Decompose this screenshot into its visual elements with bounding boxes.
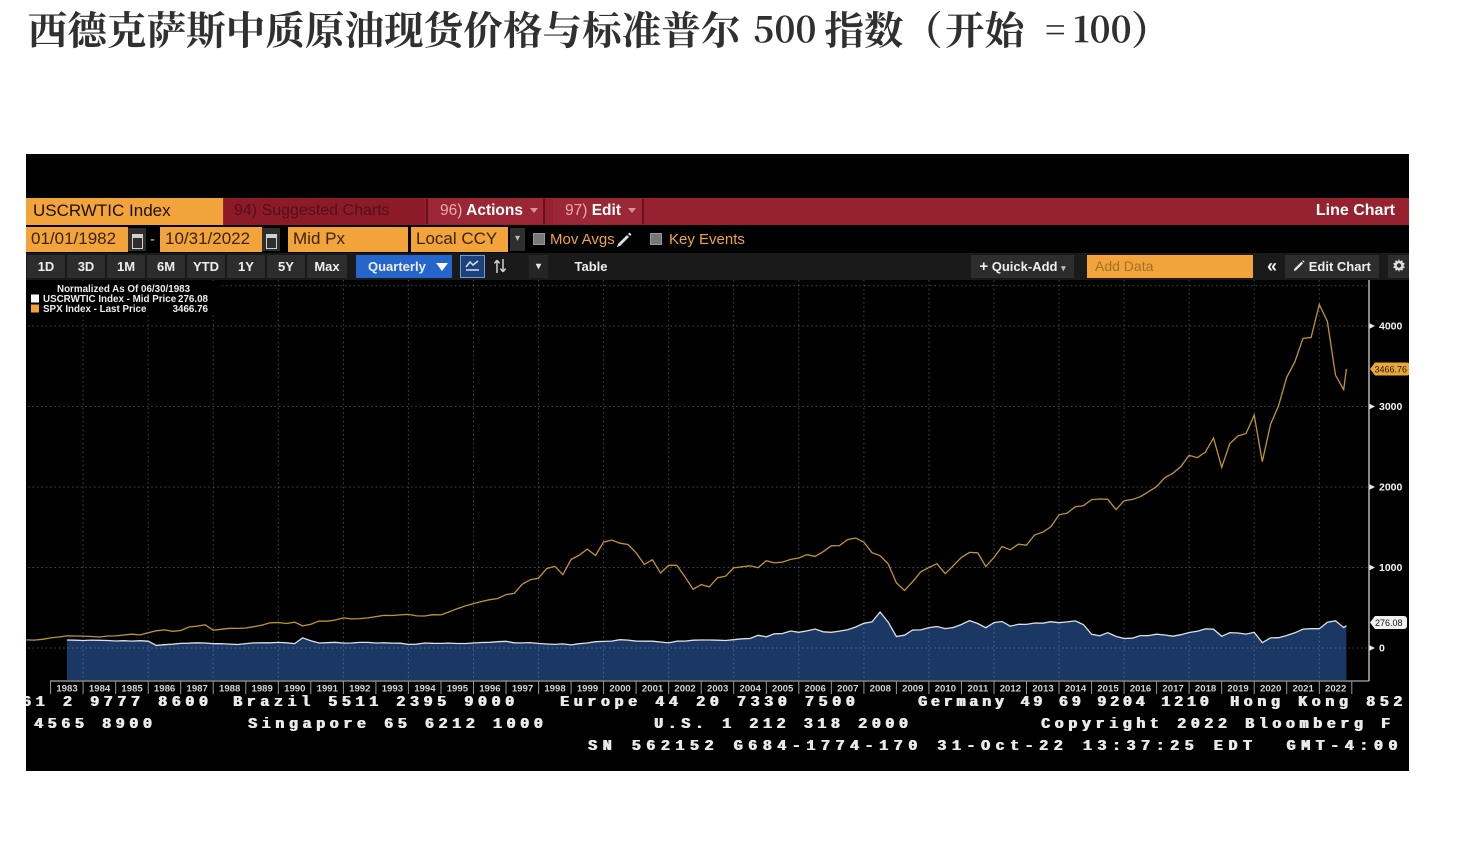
svg-text:1985: 1985 xyxy=(121,684,143,695)
svg-text:1000: 1000 xyxy=(1379,562,1403,574)
svg-text:1992: 1992 xyxy=(349,684,370,695)
svg-text:276.08: 276.08 xyxy=(178,294,209,305)
svg-text:2015: 2015 xyxy=(1097,684,1119,695)
svg-text:1999: 1999 xyxy=(577,684,598,695)
svg-text:1984: 1984 xyxy=(89,684,111,695)
svg-text:2000: 2000 xyxy=(1379,482,1403,494)
svg-text:4000: 4000 xyxy=(1379,321,1403,333)
svg-text:1997: 1997 xyxy=(512,684,533,695)
svg-text:2011: 2011 xyxy=(967,684,988,695)
svg-text:1986: 1986 xyxy=(154,684,175,695)
svg-text:1987: 1987 xyxy=(187,684,208,695)
svg-text:1989: 1989 xyxy=(252,684,273,695)
svg-text:3466.76: 3466.76 xyxy=(173,304,209,315)
svg-text:2017: 2017 xyxy=(1162,684,1183,695)
svg-text:USCRWTIC Index - Mid Price: USCRWTIC Index - Mid Price xyxy=(43,294,177,305)
svg-text:2006: 2006 xyxy=(805,684,826,695)
svg-text:2019: 2019 xyxy=(1227,684,1248,695)
svg-text:1988: 1988 xyxy=(219,684,241,695)
svg-text:1983: 1983 xyxy=(56,684,77,695)
svg-text:1991: 1991 xyxy=(317,684,339,695)
svg-text:2007: 2007 xyxy=(837,684,858,695)
svg-text:276.08: 276.08 xyxy=(1375,618,1403,628)
svg-text:2010: 2010 xyxy=(935,684,956,695)
svg-text:1995: 1995 xyxy=(447,684,469,695)
svg-text:2003: 2003 xyxy=(707,684,728,695)
svg-text:2012: 2012 xyxy=(1000,684,1021,695)
svg-text:2013: 2013 xyxy=(1032,684,1053,695)
svg-text:2001: 2001 xyxy=(642,684,664,695)
svg-text:Normalized As Of 06/30/1983: Normalized As Of 06/30/1983 xyxy=(57,284,191,295)
svg-text:1993: 1993 xyxy=(382,684,403,695)
svg-text:3000: 3000 xyxy=(1379,401,1403,413)
svg-text:1990: 1990 xyxy=(284,684,305,695)
svg-text:2008: 2008 xyxy=(870,684,892,695)
svg-text:2000: 2000 xyxy=(609,684,630,695)
svg-text:1996: 1996 xyxy=(479,684,500,695)
svg-text:2002: 2002 xyxy=(674,684,695,695)
svg-text:2018: 2018 xyxy=(1195,684,1217,695)
svg-text:2004: 2004 xyxy=(740,684,762,695)
svg-text:2014: 2014 xyxy=(1065,684,1087,695)
svg-text:2021: 2021 xyxy=(1293,684,1315,695)
svg-text:SPX Index - Last Price: SPX Index - Last Price xyxy=(43,304,147,315)
svg-text:2009: 2009 xyxy=(902,684,923,695)
svg-text:2020: 2020 xyxy=(1260,684,1281,695)
svg-text:2016: 2016 xyxy=(1130,684,1151,695)
svg-text:2022: 2022 xyxy=(1325,684,1346,695)
svg-text:3466.76: 3466.76 xyxy=(1375,365,1408,375)
svg-text:0: 0 xyxy=(1379,643,1385,655)
svg-text:2005: 2005 xyxy=(772,684,794,695)
svg-text:1998: 1998 xyxy=(544,684,566,695)
svg-text:1994: 1994 xyxy=(414,684,436,695)
